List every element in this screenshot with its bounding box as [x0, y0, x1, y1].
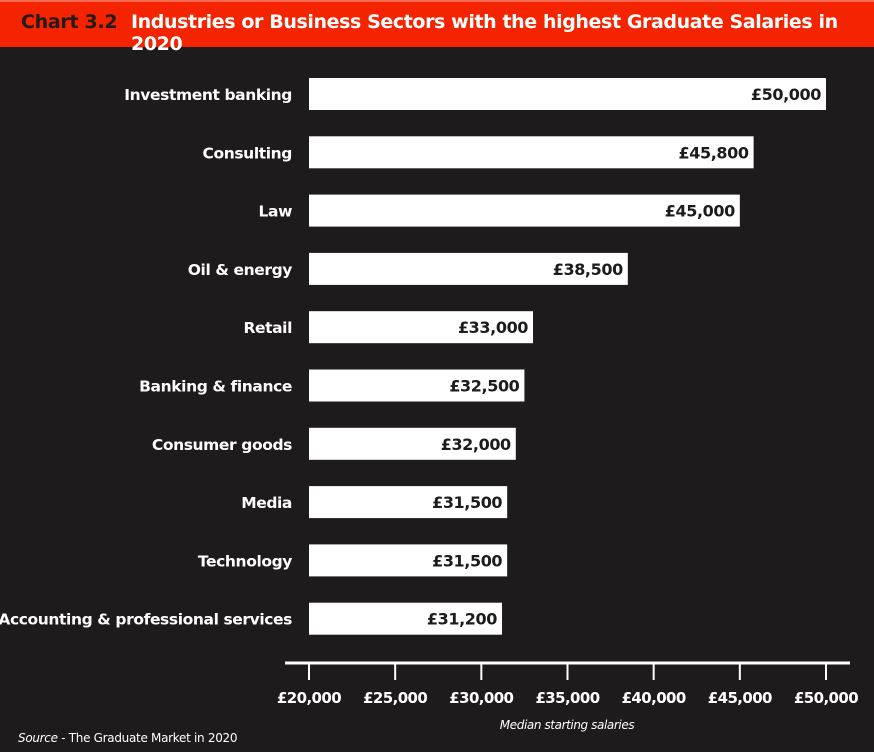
chart-number: Chart 3.2	[21, 11, 118, 33]
bar	[309, 252, 628, 285]
data-label: £50,000	[751, 85, 821, 104]
bar	[309, 78, 826, 110]
bar	[309, 427, 516, 460]
source-note: Source - The Graduate Market in 2020	[18, 731, 238, 745]
bar	[309, 544, 508, 577]
source-label: Source	[18, 731, 58, 745]
data-label: £45,800	[679, 143, 749, 162]
source-text: - The Graduate Market in 2020	[57, 731, 238, 745]
data-label: £33,000	[458, 318, 528, 337]
data-label: £45,000	[665, 202, 735, 221]
bar	[309, 602, 503, 635]
x-tick-label: £50,000	[794, 689, 858, 707]
data-label: £38,500	[553, 260, 623, 279]
x-tick-label: £25,000	[363, 689, 427, 707]
x-axis-label: Median starting salaries	[500, 718, 635, 732]
category-label: Oil & energy	[188, 261, 293, 279]
bar	[309, 194, 740, 227]
category-label: Consumer goods	[152, 436, 292, 454]
category-label: Banking & finance	[139, 378, 292, 396]
category-label: Accounting & professional services	[0, 611, 292, 629]
x-tick-label: £30,000	[449, 689, 513, 707]
category-label: Media	[241, 494, 292, 512]
bar	[309, 311, 534, 344]
data-label: £32,000	[441, 435, 511, 454]
data-label: £31,500	[432, 493, 502, 512]
bar	[309, 369, 525, 402]
x-tick-label: £40,000	[622, 689, 686, 707]
title-bar: Chart 3.2 Industries or Business Sectors…	[0, 0, 874, 55]
category-label: Retail	[243, 319, 292, 337]
category-label: Consulting	[203, 144, 293, 162]
data-label: £31,200	[427, 610, 497, 629]
category-label: Investment banking	[124, 86, 292, 104]
category-label: Technology	[198, 552, 292, 570]
category-label: Law	[259, 203, 293, 221]
bar	[309, 136, 754, 169]
data-label: £32,500	[449, 377, 519, 396]
x-tick-label: £20,000	[277, 689, 341, 707]
x-tick-label: £45,000	[708, 689, 772, 707]
data-label: £31,500	[432, 551, 502, 570]
x-tick-label: £35,000	[535, 689, 599, 707]
bar	[309, 486, 508, 519]
chart-title: Industries or Business Sectors with the …	[131, 11, 838, 55]
